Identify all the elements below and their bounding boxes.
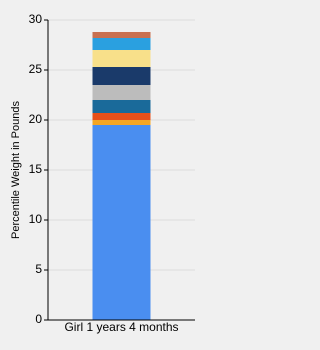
y-tick-label: 5 (35, 262, 42, 276)
bar-segment (92, 125, 151, 320)
bar-segment (92, 120, 151, 125)
x-tick-label: Girl 1 years 4 months (64, 320, 178, 334)
bar-segment (92, 32, 151, 38)
bar-segment (92, 50, 151, 67)
bar-segment (92, 100, 151, 113)
bar-segment (92, 113, 151, 120)
y-axis-label: Percentile Weight in Pounds (10, 101, 22, 239)
bar-segment (92, 38, 151, 50)
y-tick-label: 0 (35, 312, 42, 326)
y-tick-label: 30 (29, 12, 43, 26)
y-tick-label: 10 (29, 212, 43, 226)
y-tick-label: 20 (29, 112, 43, 126)
y-tick-label: 15 (29, 162, 43, 176)
y-tick-label: 25 (29, 62, 43, 76)
bar-segment (92, 67, 151, 85)
bar-segment (92, 85, 151, 100)
chart: Percentile Weight in Pounds 0 5 10 15 20 25 30… (9, 12, 195, 335)
